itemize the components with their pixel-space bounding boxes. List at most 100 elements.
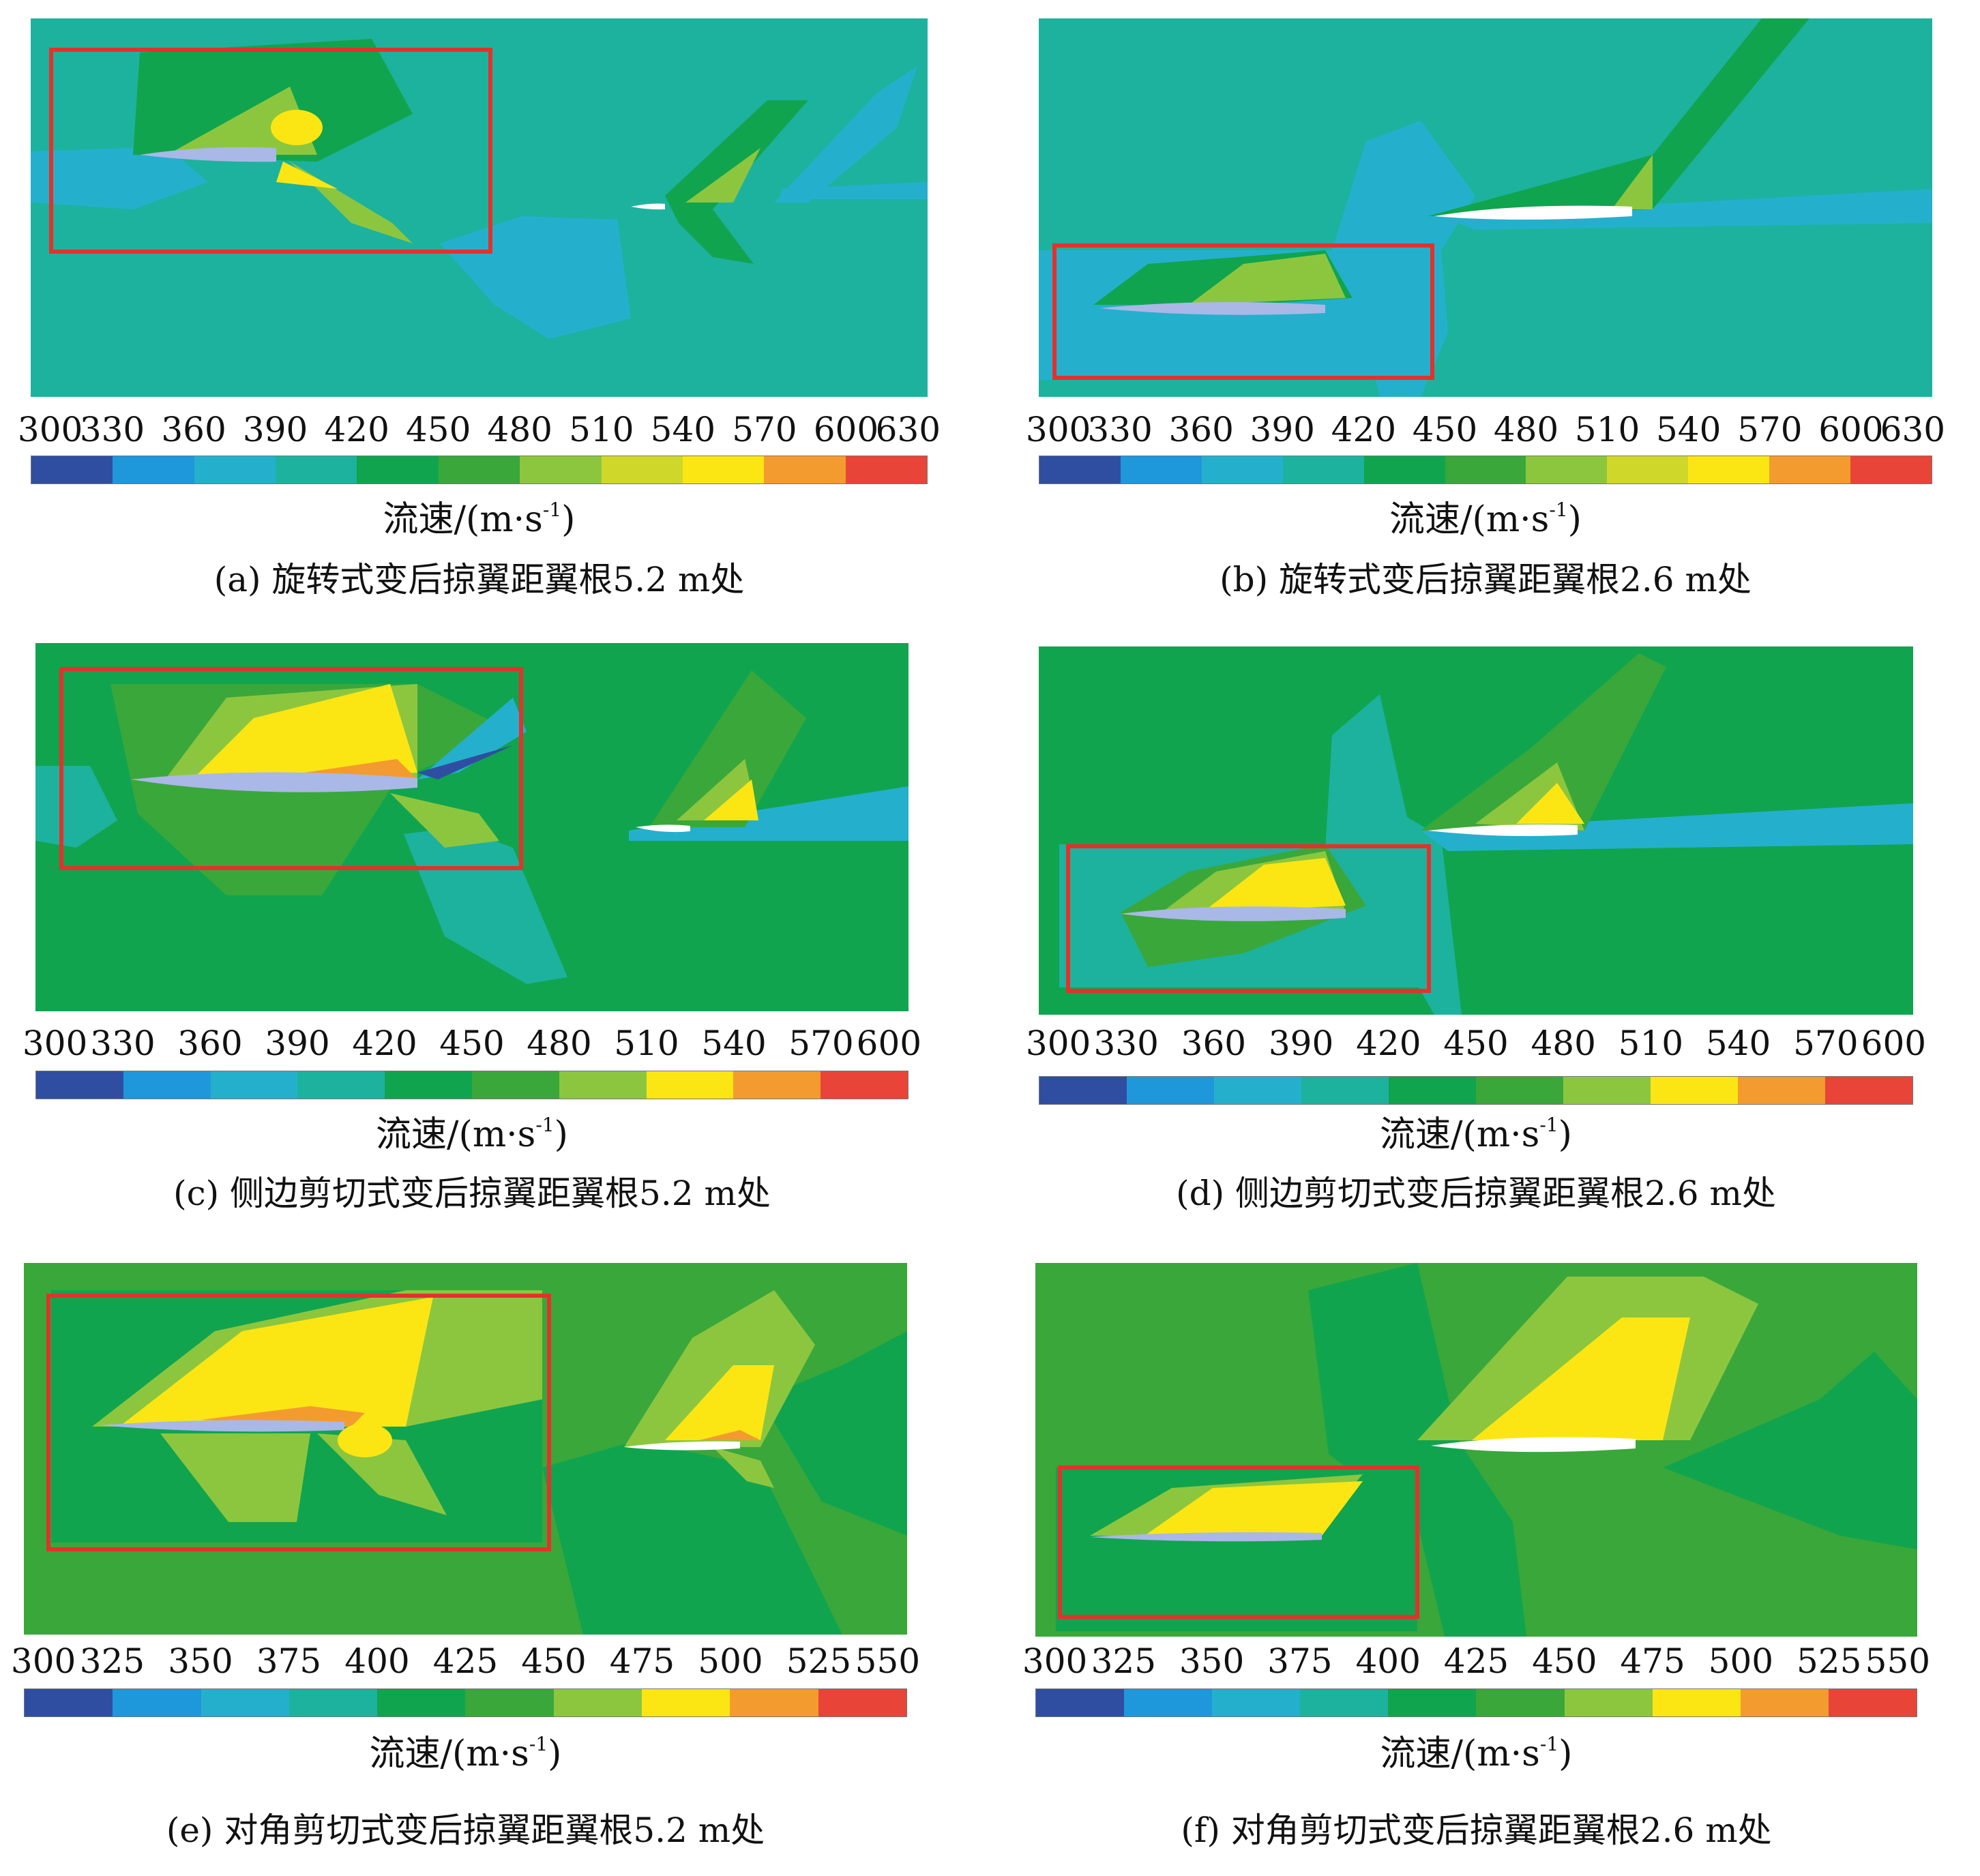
colorbar-tick-label: 600 bbox=[1861, 1024, 1927, 1063]
zoom-frame bbox=[49, 48, 492, 254]
colorbar-tick-label: 390 bbox=[242, 410, 308, 449]
colorbar-segment bbox=[471, 1071, 559, 1099]
colorbar-segment bbox=[1526, 456, 1608, 483]
colorbar-segment bbox=[1564, 1689, 1653, 1716]
zoom-frame bbox=[46, 1294, 551, 1551]
colorbar-tick-label: 300 bbox=[10, 1641, 76, 1681]
colorbar-segment bbox=[520, 456, 602, 483]
colorbar-segment bbox=[357, 456, 439, 483]
caption-b: (b) 旋转式变后掠翼距翼根2.6 m处 bbox=[1220, 560, 1752, 599]
contour-plot-b bbox=[1039, 18, 1932, 397]
colorbar-tick-label: 540 bbox=[650, 410, 716, 449]
colorbar-tick-label: 390 bbox=[1250, 410, 1315, 449]
colorbar-tick-label: 360 bbox=[1181, 1024, 1247, 1063]
colorbar-segment bbox=[1740, 1689, 1829, 1716]
colorbar-ticks-d: 300 330 360 390 420 450 480 510 540 570 600 bbox=[1026, 1023, 1926, 1064]
colorbar-tick-label: 630 bbox=[1880, 410, 1946, 449]
caption-d: (d) 侧边剪切式变后掠翼距翼根2.6 m处 bbox=[1176, 1174, 1776, 1213]
colorbar-segment bbox=[1651, 1077, 1738, 1104]
colorbar-tick-label: 325 bbox=[1091, 1641, 1157, 1681]
colorbar-segment bbox=[553, 1689, 642, 1716]
colorbar-segment bbox=[1036, 1689, 1125, 1716]
colorbar-segment bbox=[1039, 1077, 1127, 1104]
colorbar-segment bbox=[1607, 456, 1689, 483]
colorbar-segment bbox=[730, 1689, 818, 1716]
colorbar-tick-label: 300 bbox=[1022, 1641, 1088, 1681]
colorbar-ticks-b: 300 330 360 390 420 450 480 510 540 570 600 630 bbox=[1026, 409, 1945, 450]
colorbar-tick-label: 570 bbox=[1793, 1024, 1859, 1063]
colorbar-tick-label: 550 bbox=[1865, 1641, 1931, 1681]
colorbar-segment bbox=[682, 456, 765, 483]
unit-label-a: 流速/(m·s-1) bbox=[383, 498, 576, 540]
colorbar-tick-label: 330 bbox=[1093, 1024, 1159, 1063]
colorbar-tick-label: 450 bbox=[1532, 1641, 1597, 1681]
colorbar-tick-label: 300 bbox=[1025, 1024, 1091, 1063]
zoom-frame bbox=[59, 667, 523, 870]
colorbar-segment bbox=[559, 1071, 647, 1099]
colorbar-tick-label: 350 bbox=[168, 1641, 233, 1681]
contour-plot-c bbox=[35, 643, 908, 1011]
colorbar-segment bbox=[1769, 456, 1851, 483]
colorbar-tick-label: 480 bbox=[1493, 410, 1559, 449]
colorbar-segment bbox=[377, 1689, 466, 1716]
colorbar-segment bbox=[465, 1689, 554, 1716]
colorbar-segment bbox=[385, 1071, 472, 1099]
colorbar-segment bbox=[31, 456, 113, 483]
colorbar-segment bbox=[1363, 456, 1445, 483]
colorbar-segment bbox=[821, 1071, 908, 1099]
colorbar-tick-label: 360 bbox=[161, 410, 226, 449]
colorbar-segment bbox=[642, 1689, 730, 1716]
colorbar-tick-label: 420 bbox=[1356, 1024, 1421, 1063]
colorbar-segment bbox=[733, 1071, 821, 1099]
colorbar-segment bbox=[764, 456, 846, 483]
colorbar-tick-label: 480 bbox=[487, 410, 552, 449]
colorbar-segment bbox=[1850, 456, 1932, 483]
colorbar-tick-label: 525 bbox=[1796, 1641, 1862, 1681]
colorbar-tick-label: 360 bbox=[177, 1024, 243, 1063]
colorbar-segment bbox=[194, 456, 276, 483]
colorbar-segment bbox=[1652, 1689, 1741, 1716]
colorbar-segment bbox=[646, 1071, 734, 1099]
colorbar-tick-label: 450 bbox=[1443, 1024, 1509, 1063]
colorbar-tick-label: 570 bbox=[1737, 410, 1803, 449]
colorbar-segment bbox=[845, 456, 927, 483]
colorbar-ticks-f: 300 325 350 375 400 425 450 475 500 525 550 bbox=[1022, 1641, 1930, 1682]
colorbar-tick-label: 425 bbox=[432, 1641, 499, 1681]
colorbar-segment bbox=[1825, 1077, 1912, 1104]
colorbar-segment bbox=[36, 1071, 123, 1099]
colorbar-tick-label: 540 bbox=[1656, 410, 1722, 449]
colorbar-tick-label: 480 bbox=[527, 1024, 592, 1063]
colorbar-tick-label: 330 bbox=[79, 410, 145, 449]
colorbar-tick-label: 390 bbox=[265, 1024, 330, 1063]
zoom-frame bbox=[1058, 1465, 1419, 1619]
unit-label-c: 流速/(m·s-1) bbox=[376, 1114, 568, 1155]
colorbar-tick-label: 550 bbox=[855, 1641, 921, 1681]
colorbar-tick-label: 500 bbox=[698, 1641, 763, 1681]
colorbar-segment bbox=[1563, 1077, 1651, 1104]
colorbar-segment bbox=[818, 1689, 906, 1716]
colorbar-tick-label: 500 bbox=[1708, 1641, 1774, 1681]
colorbar-tick-label: 375 bbox=[1267, 1641, 1333, 1681]
colorbar-segment bbox=[123, 1071, 211, 1099]
colorbar-segment bbox=[289, 1689, 378, 1716]
contour-plot-d bbox=[1039, 646, 1913, 1015]
colorbar-tick-label: 300 bbox=[1025, 410, 1091, 449]
colorbar-tick-label: 450 bbox=[521, 1641, 587, 1681]
colorbar-tick-label: 630 bbox=[875, 410, 941, 449]
colorbar-tick-label: 450 bbox=[1412, 410, 1478, 449]
colorbar-segment bbox=[1476, 1689, 1565, 1716]
colorbar-tick-label: 600 bbox=[1818, 410, 1884, 449]
colorbar-tick-label: 420 bbox=[324, 410, 389, 449]
colorbar-segment bbox=[438, 456, 520, 483]
caption-c: (c) 侧边剪切式变后掠翼距翼根5.2 m处 bbox=[173, 1174, 771, 1213]
colorbar-segment bbox=[113, 1689, 201, 1716]
colorbar-a bbox=[31, 456, 928, 484]
caption-a: (a) 旋转式变后掠翼距翼根5.2 m处 bbox=[213, 560, 745, 599]
colorbar-tick-label: 600 bbox=[856, 1024, 922, 1063]
colorbar-tick-label: 540 bbox=[701, 1024, 767, 1063]
colorbar-segment bbox=[1214, 1077, 1301, 1104]
colorbar-segment bbox=[25, 1689, 113, 1716]
colorbar-tick-label: 400 bbox=[1355, 1641, 1421, 1681]
colorbar-segment bbox=[1120, 456, 1202, 483]
contour-plot-a bbox=[31, 18, 928, 397]
